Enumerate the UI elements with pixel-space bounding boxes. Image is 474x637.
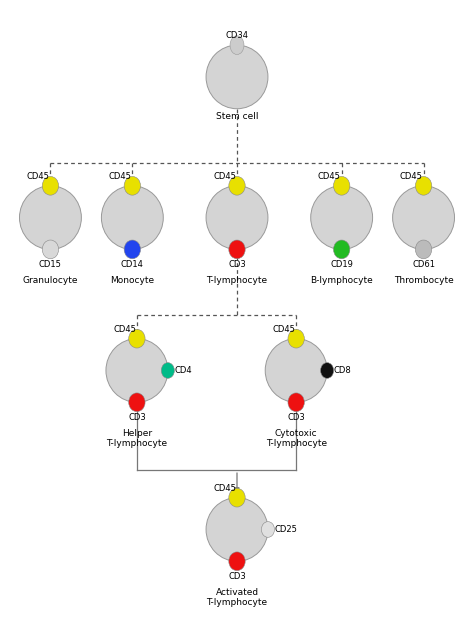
Text: CD45: CD45 bbox=[109, 173, 131, 182]
Ellipse shape bbox=[229, 489, 245, 507]
Ellipse shape bbox=[320, 362, 334, 378]
Ellipse shape bbox=[129, 329, 145, 348]
Text: Stem cell: Stem cell bbox=[216, 112, 258, 122]
Ellipse shape bbox=[106, 339, 168, 403]
Text: CD45: CD45 bbox=[113, 326, 136, 334]
Text: Cytotoxic
T-lymphocyte: Cytotoxic T-lymphocyte bbox=[265, 429, 327, 448]
Text: CD3: CD3 bbox=[228, 572, 246, 582]
Text: T-lymphocyte: T-lymphocyte bbox=[207, 276, 267, 285]
Text: CD45: CD45 bbox=[213, 173, 236, 182]
Text: Monocyte: Monocyte bbox=[110, 276, 155, 285]
Text: CD15: CD15 bbox=[39, 261, 62, 269]
Text: CD14: CD14 bbox=[121, 261, 144, 269]
Ellipse shape bbox=[124, 240, 140, 259]
Text: CD34: CD34 bbox=[226, 31, 248, 39]
Ellipse shape bbox=[124, 176, 140, 195]
Ellipse shape bbox=[288, 393, 304, 412]
Ellipse shape bbox=[261, 522, 274, 537]
Ellipse shape bbox=[334, 176, 350, 195]
Ellipse shape bbox=[334, 240, 350, 259]
Ellipse shape bbox=[415, 176, 432, 195]
Ellipse shape bbox=[230, 36, 244, 55]
Text: Activated
T-lymphocyte: Activated T-lymphocyte bbox=[207, 588, 267, 607]
Text: Thrombocyte: Thrombocyte bbox=[394, 276, 454, 285]
Text: CD8: CD8 bbox=[334, 366, 351, 375]
Text: CD61: CD61 bbox=[412, 261, 435, 269]
Ellipse shape bbox=[129, 393, 145, 412]
Ellipse shape bbox=[42, 240, 59, 259]
Text: Helper
T-lymphocyte: Helper T-lymphocyte bbox=[106, 429, 167, 448]
Ellipse shape bbox=[206, 186, 268, 250]
Text: CD45: CD45 bbox=[213, 484, 236, 493]
Text: CD19: CD19 bbox=[330, 261, 353, 269]
Ellipse shape bbox=[229, 176, 245, 195]
Text: CD3: CD3 bbox=[228, 261, 246, 269]
Ellipse shape bbox=[42, 176, 59, 195]
Text: CD4: CD4 bbox=[174, 366, 192, 375]
Ellipse shape bbox=[206, 45, 268, 109]
Text: B-lymphocyte: B-lymphocyte bbox=[310, 276, 373, 285]
Ellipse shape bbox=[229, 552, 245, 571]
Text: CD25: CD25 bbox=[274, 525, 297, 534]
Text: Granulocyte: Granulocyte bbox=[23, 276, 78, 285]
Text: CD45: CD45 bbox=[318, 173, 341, 182]
Ellipse shape bbox=[161, 362, 174, 378]
Ellipse shape bbox=[392, 186, 455, 250]
Ellipse shape bbox=[19, 186, 82, 250]
Text: CD3: CD3 bbox=[287, 413, 305, 422]
Ellipse shape bbox=[415, 240, 432, 259]
Ellipse shape bbox=[101, 186, 163, 250]
Ellipse shape bbox=[265, 339, 327, 403]
Ellipse shape bbox=[229, 240, 245, 259]
Ellipse shape bbox=[288, 329, 304, 348]
Text: CD45: CD45 bbox=[27, 173, 50, 182]
Text: CD45: CD45 bbox=[273, 326, 295, 334]
Text: CD3: CD3 bbox=[128, 413, 146, 422]
Ellipse shape bbox=[311, 186, 373, 250]
Ellipse shape bbox=[206, 497, 268, 561]
Text: CD45: CD45 bbox=[400, 173, 423, 182]
